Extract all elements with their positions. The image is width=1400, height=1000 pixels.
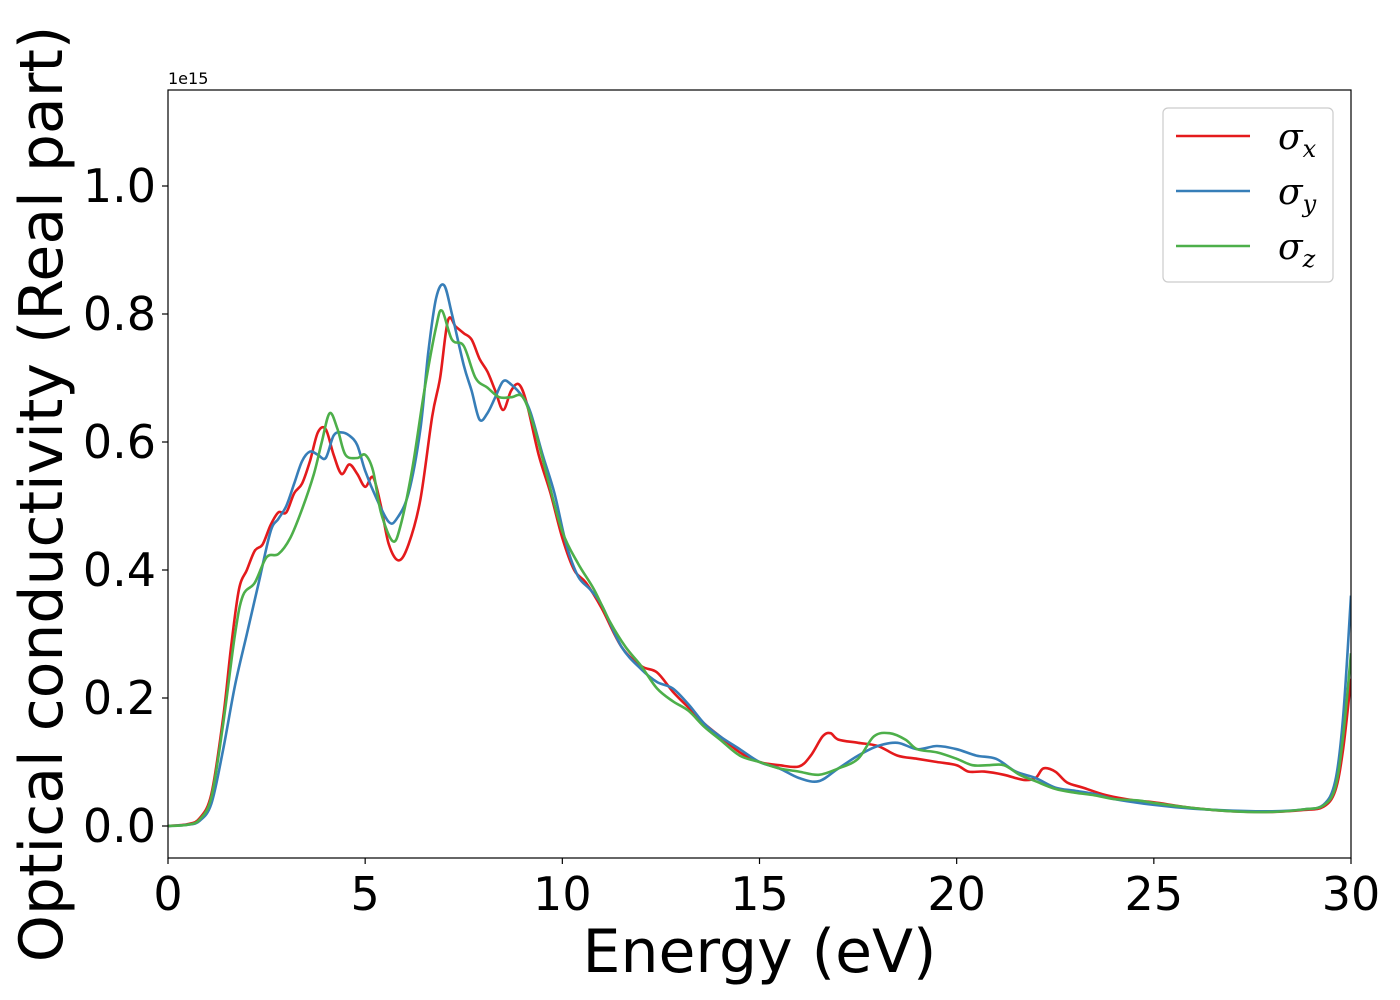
y-tick-label: 0.4 <box>83 543 156 597</box>
series-line-x <box>168 316 1351 828</box>
legend-label-x: σx <box>1278 117 1317 163</box>
y-tick-label: 0.2 <box>83 671 156 725</box>
legend: σx σy σz <box>1162 107 1334 283</box>
series-line-z <box>168 309 1351 828</box>
y-axis: 0.0 0.2 0.4 0.6 0.8 1.0 <box>83 159 168 853</box>
x-tick-label: 25 <box>1125 867 1184 921</box>
x-tick-label: 20 <box>927 867 986 921</box>
series-line-y <box>168 283 1351 828</box>
y-tick-label: 0.6 <box>83 415 156 469</box>
x-axis-title: Energy (eV) <box>583 917 937 987</box>
x-tick-label: 30 <box>1322 867 1381 921</box>
y-tick-label: 0.0 <box>83 799 156 853</box>
y-tick-label: 1.0 <box>83 159 156 213</box>
legend-label-z: σz <box>1278 227 1316 273</box>
y-offset-label: 1e15 <box>168 69 208 88</box>
y-tick-label: 0.8 <box>83 287 156 341</box>
y-axis-title: Optical conductivity (Real part) <box>7 26 77 963</box>
x-tick-label: 10 <box>533 867 592 921</box>
x-tick-label: 0 <box>153 867 182 921</box>
x-tick-label: 15 <box>730 867 789 921</box>
legend-label-y: σy <box>1278 172 1317 218</box>
x-axis: 0 5 10 15 20 25 30 <box>153 858 1380 921</box>
series-layer <box>168 283 1351 828</box>
legend-box <box>1162 107 1334 283</box>
x-tick-label: 5 <box>351 867 380 921</box>
